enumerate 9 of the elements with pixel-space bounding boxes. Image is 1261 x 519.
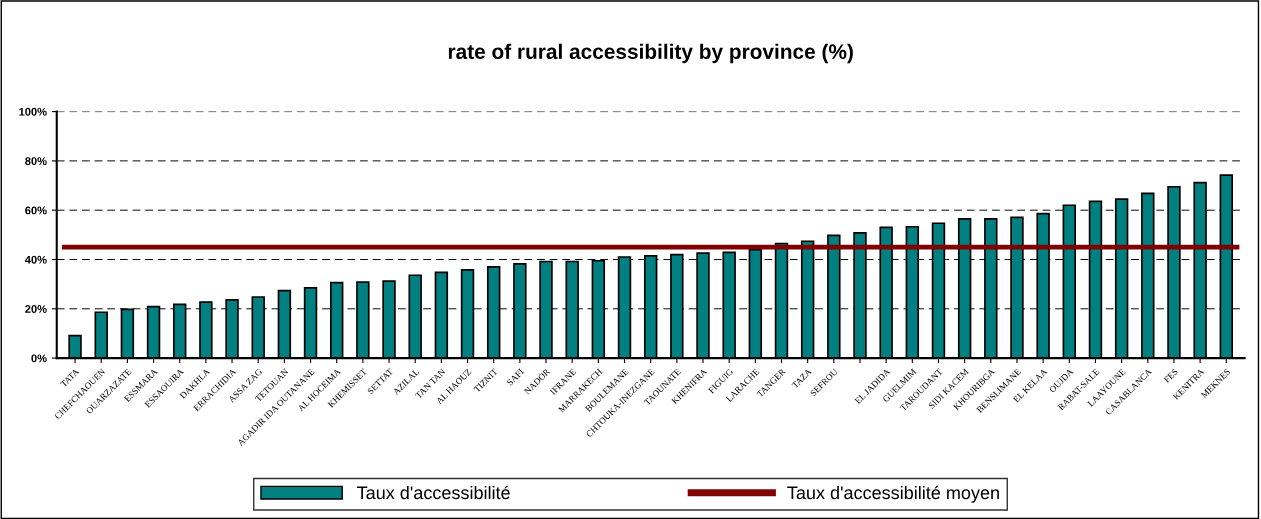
y-tick-label: 20% <box>25 305 47 313</box>
legend-label: Taux d'accessibilité moyen <box>787 485 999 503</box>
chart-title: rate of rural accessibility by province (%) <box>448 43 853 64</box>
y-tick-label: 80% <box>25 157 47 166</box>
y-tick-label: 100% <box>19 107 47 116</box>
y-tick-label: 0% <box>31 354 47 363</box>
y-tick-label: 60% <box>25 206 47 215</box>
y-tick-label: 40% <box>24 255 47 264</box>
legend-label: Taux d'accessibilité <box>357 485 510 500</box>
